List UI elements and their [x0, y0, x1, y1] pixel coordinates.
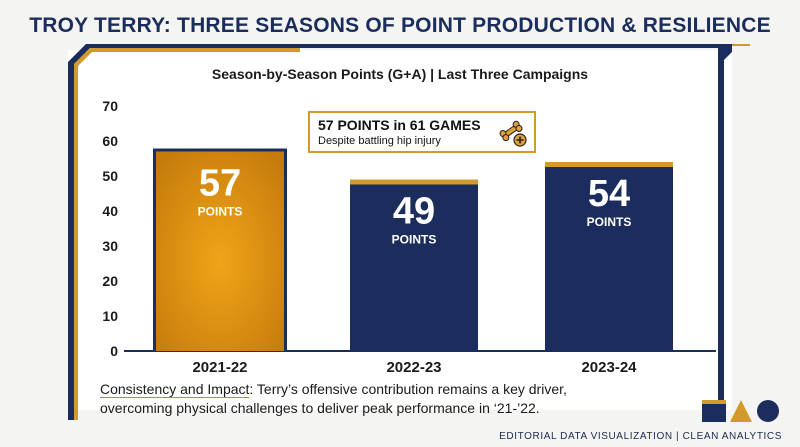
bar-cap [350, 179, 478, 185]
y-tick-label: 50 [102, 168, 118, 184]
y-tick-label: 20 [102, 273, 118, 289]
callout-subtitle: Despite battling hip injury [318, 135, 441, 147]
bar-unit-label: POINTS [587, 215, 632, 229]
bar [156, 151, 284, 351]
y-tick-label: 40 [102, 203, 118, 219]
caption-line1: : Terry’s offensive contribution remains… [249, 381, 567, 397]
bar-unit-label: POINTS [198, 205, 243, 219]
footer-credit: EDITORIAL DATA VISUALIZATION | CLEAN ANA… [499, 431, 782, 442]
bar-value-label: 54 [588, 173, 630, 215]
caption-line2: overcoming physical challenges to delive… [100, 400, 540, 416]
bar-value-label: 57 [199, 163, 241, 205]
page-title: TROY TERRY: THREE SEASONS OF POINT PRODU… [29, 14, 771, 37]
y-tick-label: 60 [102, 133, 118, 149]
bar-value-label: 49 [393, 191, 435, 233]
x-tick-label: 2021-22 [192, 359, 247, 376]
bar-unit-label: POINTS [392, 233, 437, 247]
bone-plus-icon [499, 120, 527, 147]
bar [350, 179, 478, 351]
caption-lead: Consistency and Impact [100, 381, 250, 397]
injury-callout: 57 POINTS in 61 GAMES Despite battling h… [308, 111, 536, 153]
y-tick-label: 30 [102, 238, 118, 254]
x-tick-label: 2022-23 [386, 359, 441, 376]
callout-title: 57 POINTS in 61 GAMES [318, 117, 481, 133]
chart-subtitle: Season-by-Season Points (G+A) | Last Thr… [211, 66, 589, 82]
y-tick-label: 10 [102, 308, 118, 324]
caption: Consistency and Impact: Terry’s offensiv… [100, 380, 720, 418]
y-tick-label: 70 [102, 98, 118, 114]
x-tick-label: 2023-24 [581, 359, 637, 376]
y-tick-label: 0 [110, 343, 118, 359]
brand-logo [702, 400, 779, 422]
bar-cap [545, 162, 673, 167]
bar [545, 162, 673, 351]
